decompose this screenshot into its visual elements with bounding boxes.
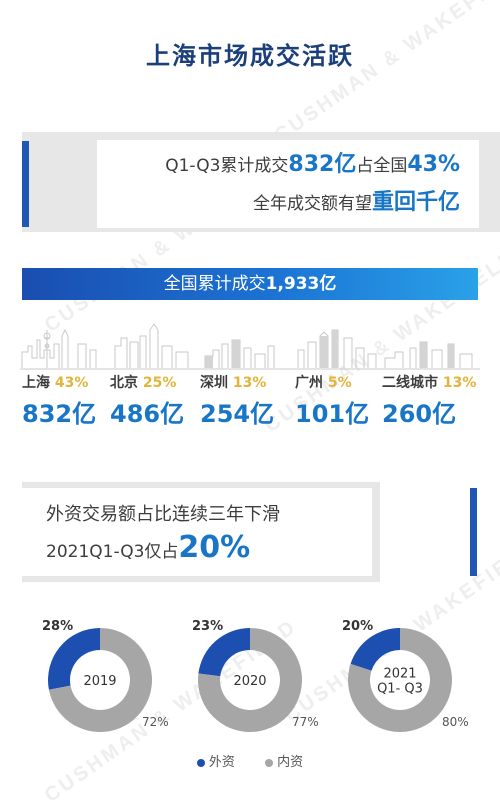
foreign-share-donut-charts: 2019 28% 72% 2020 23% 77% 2021Q1- Q3 20% 80%: [42, 619, 469, 732]
city-name: 深圳: [200, 375, 228, 391]
donut-slice-foreign: [47, 628, 100, 690]
city-stat: 广州 5% 101亿: [295, 372, 369, 429]
city-name-row: 北京 25%: [110, 372, 184, 392]
national-banner-text: 全国累计成交1,933亿: [22, 268, 478, 300]
watermark: CUSHMAN & WAKEFIELD: [270, 0, 500, 147]
foreign-share-line-2: 2021Q1-Q3仅占20%: [46, 530, 250, 565]
donut-slice-foreign: [198, 628, 250, 677]
donut-foreign-label: 28%: [42, 619, 73, 634]
city-name-row: 广州 5%: [295, 372, 369, 392]
city-stat: 上海 43% 832亿: [22, 372, 96, 429]
headline-line1-prefix: Q1-Q3累计成交: [165, 156, 289, 176]
headline-accent: [22, 141, 29, 227]
national-banner-prefix: 全国累计成交: [163, 274, 266, 294]
chart-legend: 外资 内资: [0, 751, 500, 770]
city-value: 254亿: [200, 400, 275, 428]
headline-line2-prefix: 全年成交额有望: [252, 194, 372, 214]
donut-foreign-label: 20%: [342, 619, 373, 634]
national-banner-value: 1,933亿: [265, 274, 337, 294]
donut-foreign-label: 23%: [192, 619, 223, 634]
city-share: 13%: [232, 375, 267, 391]
legend-swatch-domestic: [265, 758, 274, 767]
foreign-share-accent: [470, 488, 477, 576]
city-stat: 二线城市 13% 260亿: [382, 372, 476, 429]
city-name: 上海: [22, 375, 50, 391]
headline-line1-mid: 占全国: [356, 156, 408, 176]
city-share: 13%: [442, 375, 477, 391]
city-name: 北京: [110, 375, 138, 391]
legend-label: 外资: [208, 755, 235, 770]
legend-item-foreign: 外资: [196, 755, 239, 770]
donut-center-label: 2019: [83, 674, 116, 689]
city-name-row: 深圳 13%: [200, 372, 274, 392]
legend-item-domestic: 内资: [265, 755, 303, 770]
headline-panel: [97, 140, 479, 228]
donut-domestic-label: 80%: [442, 715, 469, 729]
city-name: 二线城市: [382, 375, 438, 391]
foreign-share-value: 20%: [178, 530, 251, 565]
headline-line2-emph: 重回千亿: [371, 190, 460, 215]
foreign-share-panel: [22, 488, 372, 576]
city-value: 260亿: [382, 400, 457, 428]
city-value: 486亿: [110, 400, 185, 428]
city-value: 101亿: [295, 400, 370, 428]
city-share: 43%: [54, 375, 89, 391]
city-name: 广州: [295, 375, 323, 391]
city-stat: 深圳 13% 254亿: [200, 372, 274, 429]
national-banner: 全国累计成交1,933亿: [22, 268, 478, 300]
foreign-share-line-1: 外资交易额占比连续三年下滑: [46, 504, 280, 525]
donut-center-label: Q1- Q3: [377, 682, 423, 697]
city-share: 25%: [142, 375, 177, 391]
city-stat: 北京 25% 486亿: [110, 372, 184, 429]
city-name-row: 二线城市 13%: [382, 372, 476, 392]
donut-slice-domestic: [348, 628, 452, 732]
headline-line1-pct: 43%: [407, 152, 460, 177]
headline-line-2: 全年成交额有望重回千亿: [253, 184, 460, 216]
city-share: 5%: [327, 375, 352, 391]
donut-slice-domestic: [48, 628, 153, 732]
donut-center-label: 2021: [383, 667, 416, 682]
city-value: 832亿: [22, 400, 97, 428]
city-skyline-illustration: [20, 323, 480, 370]
donut-center-label: 2020: [233, 674, 266, 689]
headline-line1-value: 832亿: [288, 152, 357, 177]
city-name-row: 上海 43%: [22, 372, 96, 392]
donut-domestic-label: 72%: [142, 715, 169, 729]
legend-swatch-foreign: [196, 758, 205, 767]
headline-line-1: Q1-Q3累计成交832亿占全国43%: [165, 146, 460, 178]
page-title: 上海市场成交活跃: [146, 42, 354, 70]
legend-label: 内资: [277, 755, 304, 770]
foreign-share-prefix: 2021Q1-Q3仅占: [46, 542, 179, 562]
donut-slice-foreign: [350, 628, 400, 671]
donut-domestic-label: 77%: [292, 715, 319, 729]
donut-slice-domestic: [198, 628, 302, 732]
